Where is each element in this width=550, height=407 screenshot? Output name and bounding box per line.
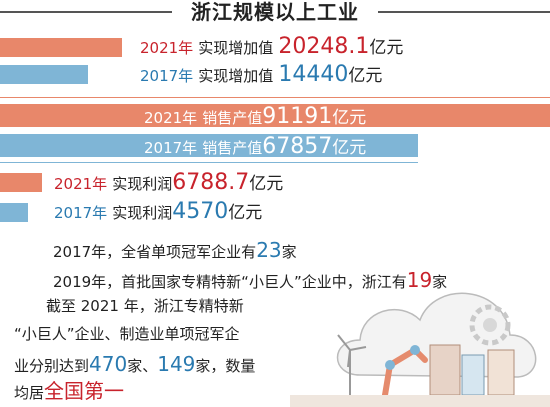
label-profit-2017: 2017年 实现利润4570亿元 — [54, 199, 263, 224]
label-sales-2017: 2017年 销售产值67857亿元 — [144, 134, 367, 159]
bar-profit-2021 — [0, 173, 42, 192]
fact-line-4: “小巨人”企业、制造业单项冠军企 — [14, 325, 240, 343]
chart-title: 浙江规模以上工业 — [191, 0, 359, 24]
industry-illustration-icon — [290, 292, 550, 407]
label-added-value-2017: 2017年 实现增加值 14440亿元 — [140, 62, 383, 87]
label-sales-2021: 2021年 销售产值91191亿元 — [144, 104, 367, 129]
bar-sales-2021 — [0, 104, 550, 127]
title-rule-left — [0, 11, 172, 13]
fact-line-6: 均居全国第一 — [14, 379, 125, 403]
bar-profit-2017 — [0, 203, 28, 222]
fact-line-1: 2017年，全省单项冠军企业有23家 — [53, 238, 297, 262]
label-added-value-2021: 2021年 实现增加值 20248.1亿元 — [140, 34, 404, 59]
bar-added-value-2021 — [0, 38, 122, 57]
fact-line-5: 业分别达到470家、149家，数量 — [14, 352, 256, 376]
label-profit-2021: 2021年 实现利润6788.7亿元 — [54, 170, 284, 195]
fact-line-2: 2019年，首批国家专精特新“小巨人”企业中，浙江有19家 — [53, 268, 448, 292]
stripe-sales-2017 — [0, 162, 418, 163]
bar-added-value-2017 — [0, 65, 88, 84]
bar-sales-2017 — [0, 134, 418, 157]
fact-line-3: 截至 2021 年，浙江专精特新 — [46, 297, 244, 315]
stripe-sales-2021 — [0, 97, 550, 98]
title-rule-right — [378, 11, 550, 13]
